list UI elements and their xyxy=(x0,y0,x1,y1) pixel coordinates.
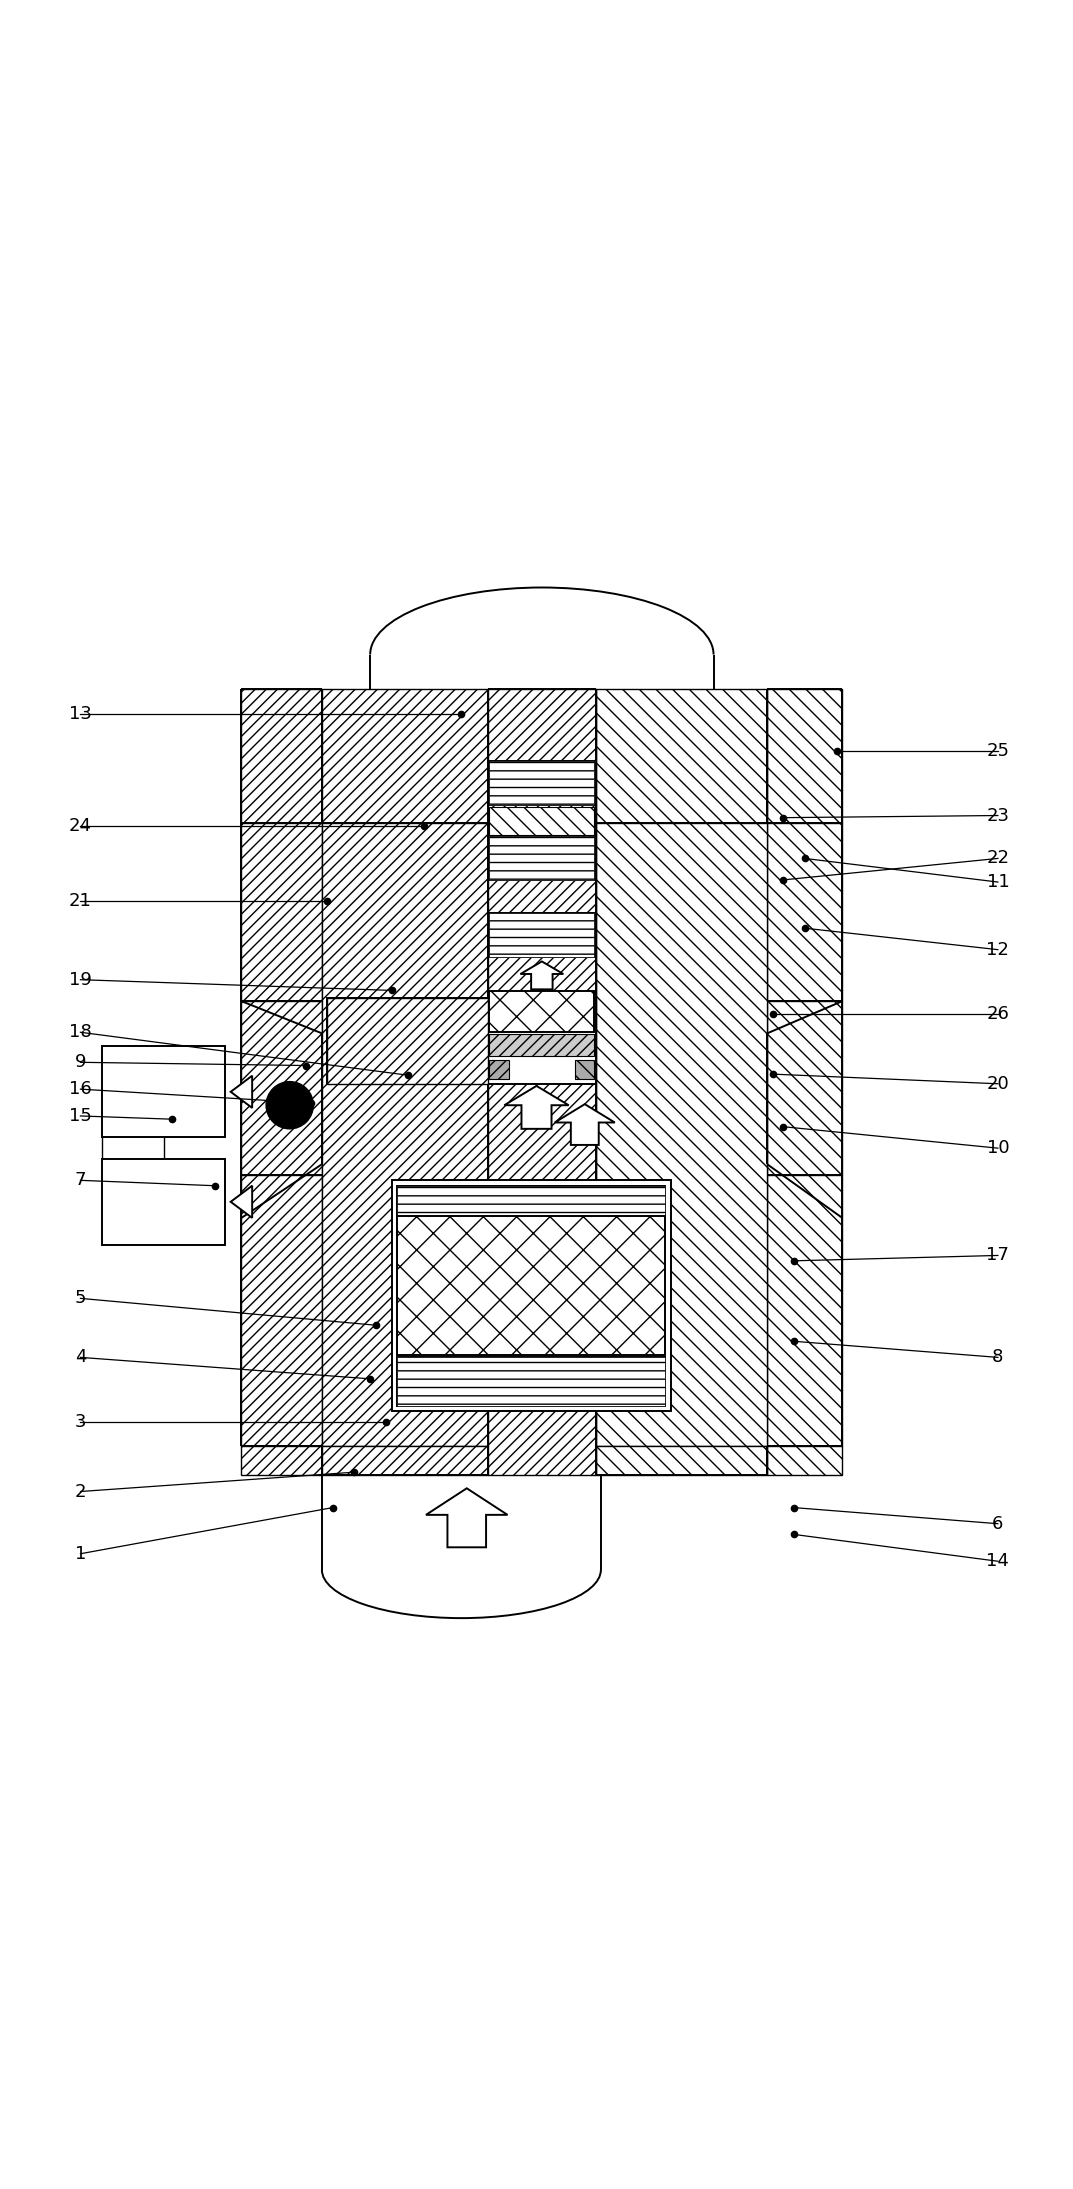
Bar xyxy=(397,1215,665,1355)
Bar xyxy=(241,823,322,1000)
Bar xyxy=(322,823,488,1447)
Text: 4: 4 xyxy=(75,1348,86,1366)
Text: 14: 14 xyxy=(986,1552,1010,1570)
Bar xyxy=(397,1186,665,1237)
Bar xyxy=(596,690,767,823)
Polygon shape xyxy=(504,1086,569,1130)
Bar xyxy=(767,823,842,1000)
Text: 8: 8 xyxy=(993,1348,1003,1366)
Bar xyxy=(489,1035,594,1055)
Text: 9: 9 xyxy=(75,1053,86,1070)
Bar xyxy=(767,1175,842,1447)
Polygon shape xyxy=(231,1186,252,1217)
Bar xyxy=(322,1447,488,1475)
Bar xyxy=(489,762,594,806)
Text: 26: 26 xyxy=(986,1005,1010,1022)
Bar xyxy=(488,690,596,1475)
Bar xyxy=(489,1059,509,1079)
Bar xyxy=(327,998,596,1084)
Bar xyxy=(767,690,842,823)
Text: 1: 1 xyxy=(75,1545,86,1563)
Polygon shape xyxy=(426,1489,508,1548)
Text: 11: 11 xyxy=(986,873,1010,891)
Bar xyxy=(489,808,594,834)
Text: 3: 3 xyxy=(75,1412,86,1432)
Text: 20: 20 xyxy=(986,1075,1010,1092)
Bar xyxy=(767,1000,842,1175)
Bar xyxy=(102,1158,225,1246)
Text: 12: 12 xyxy=(986,941,1010,959)
Bar xyxy=(241,1447,322,1475)
Polygon shape xyxy=(520,961,563,989)
Text: 21: 21 xyxy=(69,893,92,911)
Bar xyxy=(241,1175,322,1447)
Circle shape xyxy=(266,1081,313,1130)
Bar xyxy=(392,1180,671,1412)
Text: 18: 18 xyxy=(69,1022,92,1042)
Text: 2: 2 xyxy=(75,1482,86,1499)
Polygon shape xyxy=(555,1103,615,1145)
Bar xyxy=(596,1447,767,1475)
Text: 13: 13 xyxy=(69,705,92,722)
Text: 10: 10 xyxy=(986,1138,1010,1158)
Text: 24: 24 xyxy=(69,816,92,836)
Bar xyxy=(596,823,767,1447)
Bar xyxy=(241,1000,322,1175)
Bar xyxy=(489,836,594,880)
Text: 16: 16 xyxy=(69,1079,92,1099)
Text: 22: 22 xyxy=(986,849,1010,867)
Bar xyxy=(489,762,594,806)
Bar xyxy=(489,836,594,880)
Bar xyxy=(397,1357,665,1405)
Polygon shape xyxy=(231,1075,252,1108)
Bar xyxy=(397,1186,665,1237)
Text: 19: 19 xyxy=(69,970,92,989)
Bar xyxy=(489,992,594,1033)
Bar xyxy=(322,690,488,823)
Text: 25: 25 xyxy=(986,742,1010,760)
Bar xyxy=(575,1059,594,1079)
Text: 17: 17 xyxy=(986,1246,1010,1265)
Bar xyxy=(767,1447,842,1475)
Text: 7: 7 xyxy=(75,1171,86,1189)
Bar xyxy=(102,1046,225,1138)
Bar xyxy=(489,913,594,957)
Text: 15: 15 xyxy=(69,1108,92,1125)
Bar xyxy=(489,913,594,957)
Text: 23: 23 xyxy=(986,806,1010,825)
Bar xyxy=(241,690,322,823)
Text: 5: 5 xyxy=(75,1289,86,1307)
Bar xyxy=(327,998,488,1084)
Text: 6: 6 xyxy=(993,1515,1003,1532)
Bar xyxy=(397,1357,665,1405)
